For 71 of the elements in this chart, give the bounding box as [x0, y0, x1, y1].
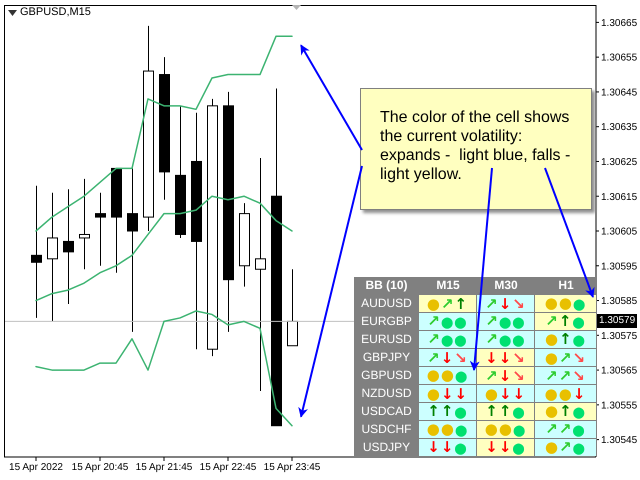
candlestick: [47, 192, 58, 322]
text: ●●⬤: [426, 366, 468, 384]
category-label: GBPJPY: [362, 350, 410, 364]
ref-line-label: 1.30579: [597, 314, 638, 328]
y-tick-label: 1.30605: [601, 226, 638, 238]
line-series: [35, 195, 293, 302]
candlestick: [255, 157, 266, 392]
y-tick-label: 1.30625: [601, 157, 638, 168]
y-tick-label: 1.30575: [601, 330, 638, 342]
text: BB (10): [364, 277, 408, 294]
text: ●●⬤: [426, 420, 468, 438]
y-tick-label: 1.30635: [601, 122, 638, 134]
text: ↗⬤⬤: [427, 330, 468, 348]
category-label: NZDUSD: [362, 386, 412, 400]
text: ●↓↓: [426, 384, 468, 402]
text: ↗↗⬤: [545, 420, 586, 438]
text: ↗↓↘: [485, 294, 526, 312]
y-tick-label: 1.30615: [601, 192, 638, 203]
y-tick-label: 1.30555: [601, 400, 638, 412]
y-tick-label: 1.30585: [601, 296, 638, 308]
text: ●↑⬤: [545, 402, 586, 420]
chart-title: GBPUSD,M15: [20, 6, 91, 18]
category-label: M15: [435, 277, 461, 294]
text: ●●⬤: [544, 294, 586, 312]
x-tick-label: 15 Apr 21:45: [136, 462, 193, 474]
category-label: USDJPY: [362, 440, 410, 454]
candlestick: [127, 168, 138, 332]
annotation: The color of the cell shows the current volatility: expands - light blue, falls - light yellow.: [380, 108, 572, 184]
text: ●↓↓: [484, 384, 526, 402]
y-tick-label: 1.30655: [601, 52, 638, 64]
text: ↓↓↘: [485, 348, 526, 366]
line-series: [35, 36, 293, 232]
y-tick-label: 1.30545: [601, 435, 638, 446]
category-label: GBPUSD: [361, 368, 412, 382]
text: ●↗⬤: [545, 438, 586, 456]
candlestick: [63, 188, 74, 305]
y-tick-label: 1.30665: [601, 18, 638, 29]
x-tick-label: 15 Apr 22:45: [200, 462, 257, 474]
category-label: EURUSD: [361, 332, 412, 346]
line-series: [35, 310, 293, 426]
text: ●●↓: [544, 384, 586, 402]
y-tick-label: 1.30595: [601, 261, 638, 272]
text: ↑↑⬤: [485, 402, 526, 420]
category-label: AUDUSD: [361, 296, 412, 310]
text: ↗↗↘: [545, 366, 586, 384]
text: ↗↓↘: [427, 348, 468, 366]
text: ↓↓⬤: [427, 438, 468, 456]
text: ↗⬤⬤: [427, 312, 468, 330]
category-label: USDCHF: [362, 422, 412, 436]
x-tick-label: 15 Apr 2022: [9, 462, 64, 474]
text: ↗⬤⬤: [485, 312, 526, 330]
y-tick-label: 1.30645: [601, 87, 638, 98]
text: ↗⬤⬤: [485, 330, 526, 348]
x-tick-label: 15 Apr 20:45: [72, 462, 129, 474]
y-tick-label: 1.30565: [601, 366, 638, 377]
text: ●↗↑: [426, 294, 468, 312]
text: ↗↓↘: [485, 366, 526, 384]
text: ●●⬤: [484, 420, 526, 438]
candlestick: [95, 192, 106, 266]
text: ●↑⬤: [545, 330, 586, 348]
category-label: USDCAD: [361, 404, 412, 418]
x-tick-label: 15 Apr 23:45: [264, 462, 321, 474]
category-label: M30: [493, 277, 519, 294]
text: ↓↓⬤: [485, 438, 526, 456]
text: ●↗↘: [544, 348, 586, 366]
category-label: H1: [557, 277, 575, 294]
candlestick: [31, 185, 42, 318]
text: ↑↑⬤: [427, 402, 468, 420]
text: ↗↑⬤: [545, 312, 586, 330]
candlestick: [79, 178, 90, 270]
category-label: EURGBP: [361, 314, 412, 328]
